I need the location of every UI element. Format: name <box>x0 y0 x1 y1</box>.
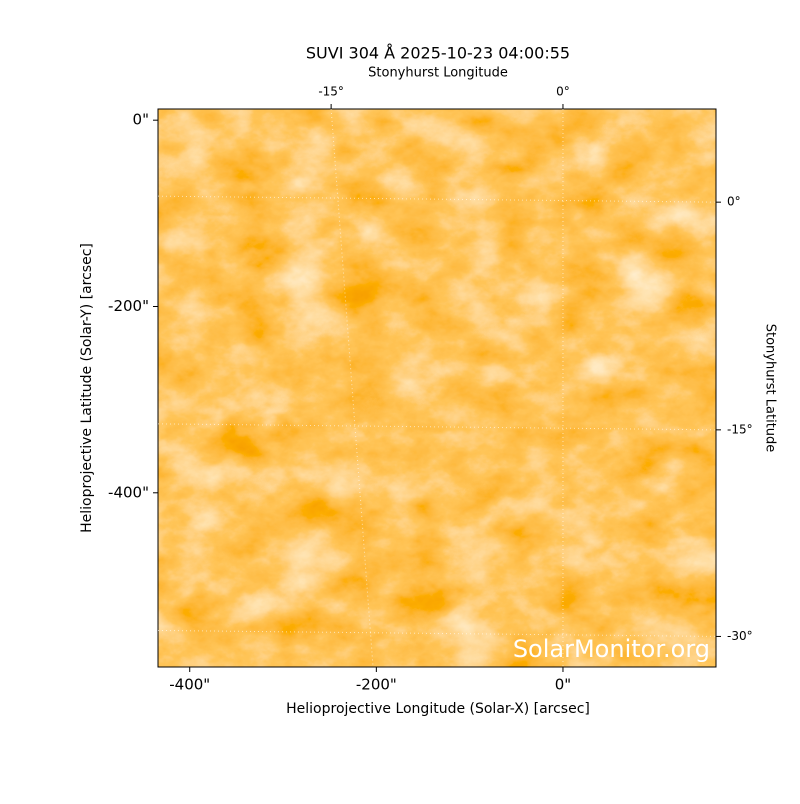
y-tick-label: -400" <box>108 483 149 501</box>
right-tick-label: 0° <box>727 195 741 209</box>
solar-image <box>158 109 716 667</box>
chart-title: SUVI 304 Å 2025-10-23 04:00:55 <box>306 44 570 63</box>
y-axis-label: Helioprojective Latitude (Solar-Y) [arcs… <box>79 243 95 533</box>
y-tick-label: 0" <box>133 111 149 129</box>
right-tick-label: -30° <box>727 629 753 643</box>
right-axis-label: Stonyhurst Latitude <box>763 324 778 453</box>
top-tick-label: -15° <box>318 85 344 99</box>
right-tick-label: -15° <box>727 422 753 436</box>
watermark: SolarMonitor.org <box>513 635 710 663</box>
y-tick-label: -200" <box>108 297 149 315</box>
plot-frame <box>157 108 717 668</box>
top-axis-label: Stonyhurst Longitude <box>368 66 508 81</box>
x-tick-label: -200" <box>356 676 397 694</box>
top-tick-label: 0° <box>556 85 570 99</box>
x-tick-label: -400" <box>169 676 210 694</box>
x-tick-label: 0" <box>555 676 571 694</box>
x-axis-label: Helioprojective Longitude (Solar-X) [arc… <box>286 701 590 717</box>
